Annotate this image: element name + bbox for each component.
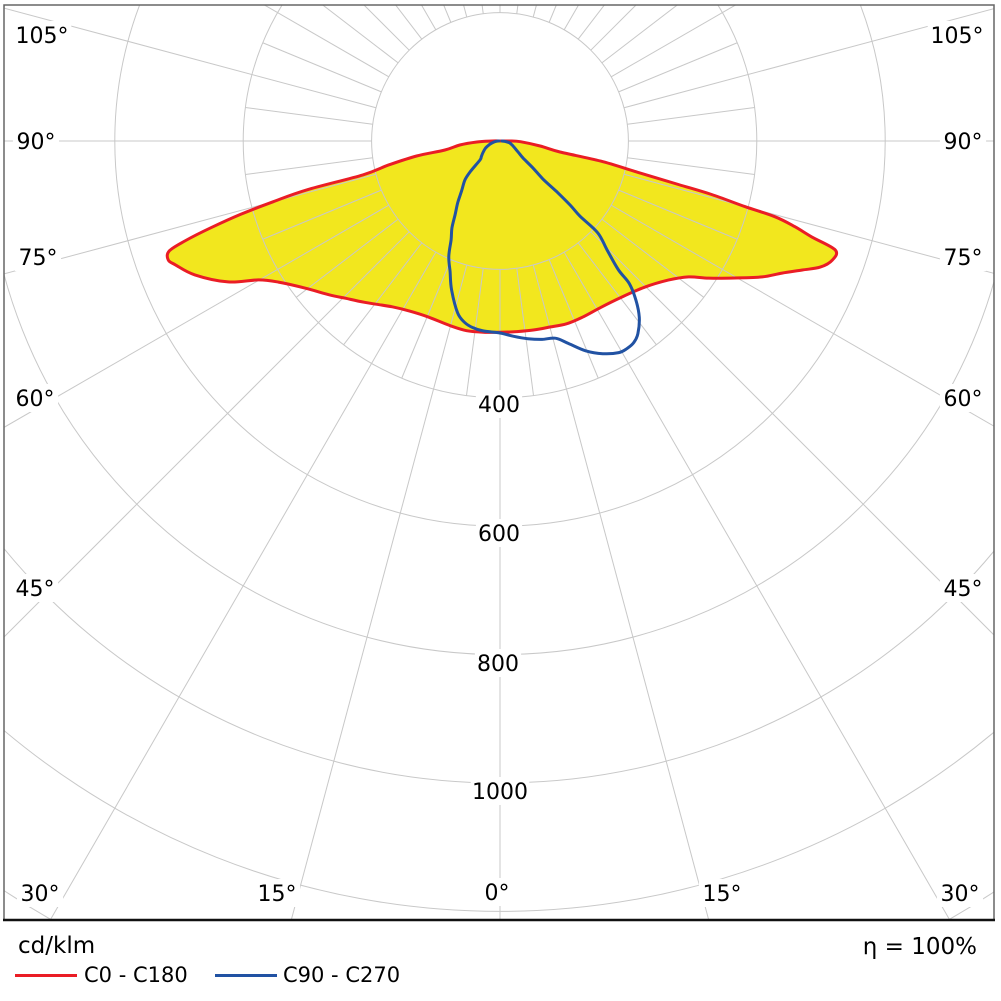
- beam-fill-area: [167, 140, 837, 333]
- grid-radial-minor: [245, 157, 373, 176]
- grid-radial-minor: [618, 189, 738, 240]
- radial-tick-label: 400: [478, 393, 520, 418]
- angle-tick-label: 75°: [19, 246, 58, 271]
- angle-tick-label-bg: [927, 21, 987, 49]
- curve-C0-C180: [165, 139, 839, 334]
- angle-tick-label: 30°: [941, 882, 980, 907]
- angle-tick-label: 60°: [944, 387, 983, 412]
- angle-tick-label: 45°: [16, 577, 55, 602]
- radial-tick-label-bg: [475, 390, 523, 418]
- grid-radial-major: [4, 231, 410, 638]
- radial-tick-label-bg: [475, 519, 523, 547]
- grid-radial-major: [532, 5, 537, 18]
- angle-tick-label: 0°: [485, 881, 510, 906]
- grid-radial-minor: [245, 106, 373, 125]
- grid-radial-major: [463, 5, 468, 18]
- grid-radial-minor: [321, 5, 399, 64]
- grid-radial-major: [290, 264, 468, 920]
- grid-radial-major: [49, 251, 437, 920]
- grid-radial-minor: [295, 218, 399, 298]
- angle-tick-label-bg: [14, 243, 62, 271]
- radial-tick-label: 1000: [472, 780, 528, 805]
- angle-tick-label-bg: [939, 384, 987, 412]
- radial-tick-label: 600: [478, 522, 520, 547]
- angle-tick-label: 105°: [931, 24, 984, 49]
- grid-radial-minor: [577, 5, 605, 40]
- grid-radial-minor: [548, 259, 599, 379]
- angle-tick-label: 90°: [17, 130, 56, 155]
- angle-tick-label-bg: [11, 384, 59, 412]
- angle-tick-label-bg: [253, 879, 301, 907]
- angle-tick-label-bg: [939, 127, 987, 155]
- grid-radial-minor: [401, 259, 452, 379]
- legend-line-c0-c180: [15, 974, 77, 977]
- grid-radial-minor: [601, 5, 679, 64]
- angle-tick-label: 90°: [944, 130, 983, 155]
- angle-tick-label: 105°: [16, 24, 69, 49]
- angle-tick-label-bg: [16, 879, 64, 907]
- grid-radial-major: [4, 204, 390, 428]
- grid-radial-minor: [627, 106, 755, 125]
- grid-radial-major: [623, 173, 994, 274]
- grid-radial-minor: [601, 218, 705, 298]
- grid-radial-minor: [262, 42, 382, 93]
- axis-labels: 105° 90° 75° 60° 45° 30° 15° 0° 15° 30° 45° 60° 75° 9…: [11, 21, 987, 907]
- angle-tick-label: 60°: [16, 387, 55, 412]
- grid-radial-major: [4, 7, 377, 109]
- radial-tick-label-bg: [470, 777, 530, 805]
- angle-tick-label: 45°: [944, 577, 983, 602]
- legend-label-c0-c180: C0 - C180: [84, 963, 188, 987]
- grid-radial-major: [563, 251, 951, 920]
- angle-tick-label: 15°: [703, 882, 742, 907]
- grid-radial-minor: [516, 5, 519, 14]
- angle-tick-label: 30°: [21, 882, 60, 907]
- grid-radial-major: [623, 8, 994, 109]
- radial-tick-label: 800: [477, 652, 519, 677]
- grid-radial-minor: [343, 242, 423, 346]
- curve-C90-C270: [447, 139, 641, 356]
- angle-tick-label-bg: [11, 574, 59, 602]
- angle-tick-label-bg: [480, 878, 514, 906]
- angle-tick-label: 75°: [944, 246, 983, 271]
- grid-radial-minor: [481, 5, 484, 14]
- grid-radial-minor: [618, 42, 738, 93]
- grid-radial-minor: [395, 5, 423, 40]
- angle-tick-label-bg: [939, 574, 987, 602]
- angle-tick-label-bg: [12, 21, 72, 49]
- grid-radial-major: [532, 264, 710, 920]
- legend-label-c90-c270: C90 - C270: [283, 963, 401, 987]
- angle-tick-label-bg: [936, 879, 984, 907]
- grid-radial-major: [590, 231, 994, 636]
- grid-radial-minor: [443, 5, 452, 23]
- angle-tick-label-bg: [939, 243, 987, 271]
- grid-radial-major: [4, 173, 377, 275]
- angle-tick-label-bg: [698, 879, 746, 907]
- efficiency-value: η = 100%: [862, 934, 977, 960]
- grid-radial-minor: [262, 189, 382, 240]
- angle-tick-label-bg: [12, 127, 60, 155]
- angle-tick-label: 15°: [258, 882, 297, 907]
- grid-radial-minor: [627, 157, 755, 176]
- legend-line-c90-c270: [215, 974, 277, 977]
- unit-label: cd/klm: [18, 933, 96, 959]
- grid-radial-minor: [577, 242, 657, 346]
- grid-radial-minor: [548, 5, 557, 23]
- radial-tick-label-bg: [474, 649, 522, 677]
- grid-radial-major: [610, 204, 994, 427]
